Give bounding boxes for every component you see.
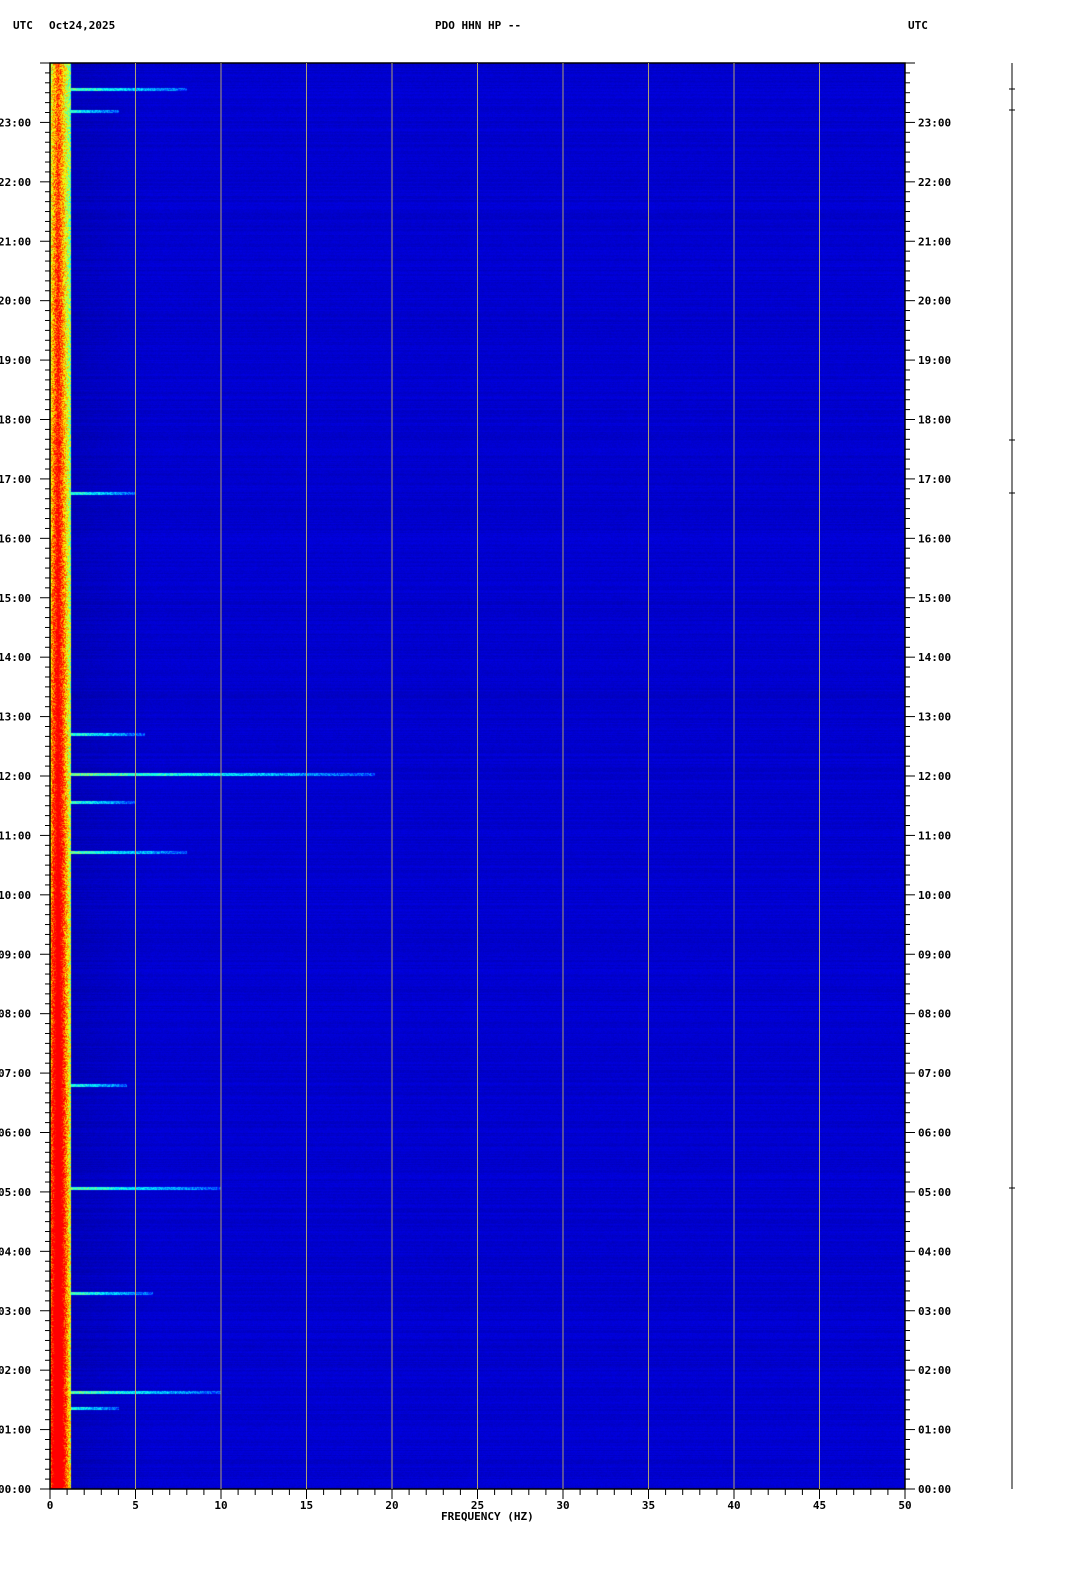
y-tick-label-right: 06:00 — [918, 1127, 951, 1140]
y-tick-label-right: 15:00 — [918, 592, 951, 605]
y-tick-label-left: 09:00 — [0, 948, 31, 961]
y-tick-label-left: 15:00 — [0, 592, 31, 605]
x-tick-label: 20 — [385, 1499, 398, 1512]
y-tick-label-left: 19:00 — [0, 354, 31, 367]
y-tick-label-right: 12:00 — [918, 770, 951, 783]
chart-title: PDO HHN HP -- — [435, 19, 522, 32]
x-tick-label: 5 — [132, 1499, 139, 1512]
y-tick-label-right: 21:00 — [918, 235, 951, 248]
y-tick-label-left: 20:00 — [0, 295, 31, 308]
y-tick-label-right: 10:00 — [918, 889, 951, 902]
y-tick-label-left: 12:00 — [0, 770, 31, 783]
y-tick-label-right: 23:00 — [918, 116, 951, 129]
y-tick-label-right: 02:00 — [918, 1364, 951, 1377]
y-tick-label-left: 06:00 — [0, 1127, 31, 1140]
y-tick-label-left: 17:00 — [0, 473, 31, 486]
timezone-right: UTC — [908, 19, 928, 32]
y-tick-label-left: 22:00 — [0, 176, 31, 189]
timezone-left: UTC — [13, 19, 33, 32]
y-tick-label-right: 00:00 — [918, 1483, 951, 1496]
y-tick-label-left: 10:00 — [0, 889, 31, 902]
y-tick-label-right: 04:00 — [918, 1245, 951, 1258]
x-tick-label: 50 — [898, 1499, 911, 1512]
y-tick-label-right: 13:00 — [918, 711, 951, 724]
y-tick-label-left: 00:00 — [0, 1483, 31, 1496]
x-tick-label: 45 — [813, 1499, 826, 1512]
x-tick-label: 30 — [556, 1499, 569, 1512]
y-tick-label-right: 11:00 — [918, 829, 951, 842]
y-tick-label-right: 07:00 — [918, 1067, 951, 1080]
y-tick-label-left: 18:00 — [0, 414, 31, 427]
x-tick-label: 0 — [47, 1499, 54, 1512]
y-tick-label-left: 14:00 — [0, 651, 31, 664]
y-tick-label-left: 04:00 — [0, 1245, 31, 1258]
y-tick-label-right: 03:00 — [918, 1305, 951, 1318]
x-axis-label: FREQUENCY (HZ) — [441, 1510, 534, 1523]
y-tick-label-right: 16:00 — [918, 532, 951, 545]
y-tick-label-right: 01:00 — [918, 1424, 951, 1437]
y-tick-label-right: 18:00 — [918, 414, 951, 427]
y-tick-label-right: 08:00 — [918, 1008, 951, 1021]
x-tick-label: 25 — [471, 1499, 484, 1512]
y-tick-label-right: 05:00 — [918, 1186, 951, 1199]
y-tick-label-left: 23:00 — [0, 116, 31, 129]
y-tick-label-right: 20:00 — [918, 295, 951, 308]
x-tick-label: 15 — [300, 1499, 313, 1512]
y-tick-label-left: 08:00 — [0, 1008, 31, 1021]
y-tick-label-right: 19:00 — [918, 354, 951, 367]
y-tick-label-left: 21:00 — [0, 235, 31, 248]
x-tick-label: 10 — [214, 1499, 227, 1512]
y-tick-label-right: 22:00 — [918, 176, 951, 189]
date-label: Oct24,2025 — [49, 19, 116, 32]
y-tick-label-left: 16:00 — [0, 532, 31, 545]
y-tick-label-left: 13:00 — [0, 711, 31, 724]
y-tick-label-left: 02:00 — [0, 1364, 31, 1377]
y-tick-label-right: 09:00 — [918, 948, 951, 961]
y-tick-label-left: 11:00 — [0, 829, 31, 842]
y-tick-label-right: 14:00 — [918, 651, 951, 664]
y-tick-label-left: 07:00 — [0, 1067, 31, 1080]
x-tick-label: 35 — [642, 1499, 655, 1512]
y-tick-label-left: 05:00 — [0, 1186, 31, 1199]
y-tick-label-left: 03:00 — [0, 1305, 31, 1318]
x-tick-label: 40 — [727, 1499, 740, 1512]
y-tick-label-left: 01:00 — [0, 1424, 31, 1437]
y-tick-label-right: 17:00 — [918, 473, 951, 486]
